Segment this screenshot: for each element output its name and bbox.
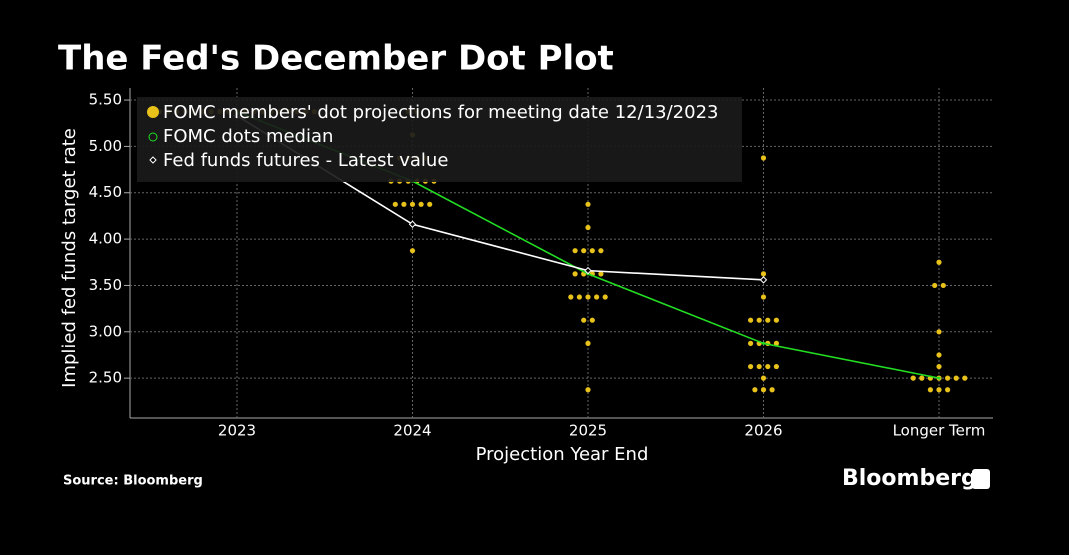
dot	[910, 375, 916, 381]
dot	[598, 248, 604, 254]
dot	[748, 363, 754, 370]
x-axis-label: Projection Year End	[476, 444, 649, 465]
dot	[760, 294, 767, 300]
dot	[773, 317, 780, 323]
source: Source: Bloomberg	[63, 474, 203, 489]
dot	[962, 375, 968, 381]
dot	[585, 387, 591, 393]
dot	[585, 201, 591, 207]
legend-label: FOMC dots median	[163, 126, 333, 147]
dot	[392, 201, 398, 207]
y-tick-label: 4.50	[89, 183, 122, 201]
dot	[594, 294, 600, 300]
dot	[409, 248, 416, 254]
dot	[773, 340, 780, 346]
dot	[760, 375, 767, 381]
legend-label: FOMC members' dot projections for meetin…	[163, 102, 718, 123]
dot	[581, 317, 587, 323]
dot	[572, 248, 578, 254]
dot	[765, 317, 771, 323]
legend-marker	[149, 156, 157, 164]
dot	[748, 317, 754, 323]
dot	[401, 201, 407, 207]
legend-marker	[148, 132, 158, 142]
dot	[427, 201, 433, 207]
dot	[598, 271, 604, 277]
y-tick-label: 3.00	[89, 322, 122, 340]
dot	[773, 363, 780, 370]
dot	[936, 363, 942, 370]
futures-marker	[759, 276, 768, 284]
dot	[752, 387, 758, 393]
dot	[756, 317, 762, 323]
y-tick-label: 3.50	[89, 276, 122, 294]
dot	[940, 282, 946, 289]
y-tick-label: 2.50	[89, 369, 122, 387]
y-tick-label: 5.50	[89, 91, 122, 109]
dot	[589, 248, 595, 254]
dot	[936, 352, 942, 358]
dot	[589, 317, 595, 323]
dot	[936, 387, 942, 393]
dot	[760, 155, 767, 161]
dot	[756, 363, 762, 370]
chart-title: The Fed's December Dot Plot	[58, 39, 614, 79]
dot	[576, 294, 583, 300]
dot	[585, 294, 591, 300]
y-tick-label: 4.00	[89, 230, 122, 248]
x-tick-label: 2026	[744, 422, 782, 440]
dot	[585, 224, 591, 231]
dot	[581, 248, 587, 254]
legend-box	[137, 97, 742, 182]
dot	[748, 340, 754, 346]
x-tick-label: Longer Term	[893, 422, 986, 440]
x-tick-label: 2024	[393, 422, 431, 440]
futures-marker	[408, 220, 417, 228]
y-axis-label: Implied fed funds target rate	[59, 128, 80, 388]
dot	[765, 363, 771, 370]
dot	[585, 340, 591, 346]
dot	[932, 282, 938, 289]
dot	[409, 201, 416, 207]
dot	[602, 294, 608, 300]
dot	[936, 329, 942, 335]
median-marker	[937, 376, 941, 380]
dot	[760, 387, 767, 393]
dot	[953, 375, 959, 381]
dot	[572, 271, 578, 277]
legend-marker	[147, 106, 159, 118]
dot	[945, 387, 951, 393]
x-tick-label: 2025	[569, 422, 607, 440]
dot	[919, 375, 925, 381]
dot	[927, 387, 934, 393]
brand-icon	[972, 469, 990, 489]
dot	[568, 294, 574, 300]
legend-label: Fed funds futures - Latest value	[163, 150, 448, 171]
dot	[769, 387, 775, 393]
dot	[418, 201, 424, 207]
y-tick-label: 5.00	[89, 137, 122, 155]
futures-marker	[584, 266, 592, 275]
brand: Bloomberg	[842, 466, 977, 491]
dot	[936, 259, 942, 265]
dot	[760, 271, 767, 277]
median-marker	[762, 341, 765, 345]
dot	[945, 375, 951, 381]
x-tick-label: 2023	[218, 422, 256, 440]
